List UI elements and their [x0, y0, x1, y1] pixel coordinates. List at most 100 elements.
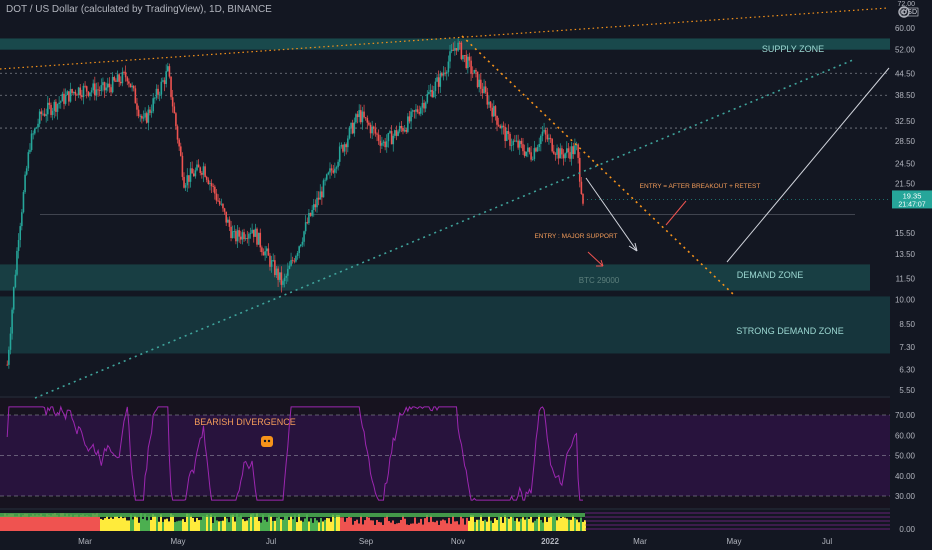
- candle-body: [89, 92, 91, 96]
- settings-gear-icon[interactable]: [896, 4, 912, 20]
- histogram-bar: [376, 519, 378, 531]
- candle-body: [280, 272, 283, 285]
- candle-body: [565, 148, 568, 154]
- histogram-bar: [344, 521, 346, 531]
- candle-body: [27, 152, 30, 169]
- candle-body: [97, 89, 99, 91]
- candle-body: [79, 87, 82, 96]
- histogram-bar: [488, 515, 490, 531]
- histogram-bar: [584, 520, 586, 531]
- candle-body: [162, 80, 164, 82]
- histogram-bar: [86, 515, 88, 531]
- candle-body: [85, 86, 88, 92]
- histogram-bar: [150, 519, 152, 531]
- candle-body: [518, 140, 521, 148]
- histogram-bar: [60, 513, 62, 531]
- histogram-bar: [294, 514, 296, 531]
- histogram-bar: [198, 520, 200, 531]
- candle-body: [407, 116, 409, 132]
- histogram-bar: [14, 516, 16, 531]
- histogram-bar: [120, 515, 122, 531]
- histogram-bar: [260, 522, 262, 531]
- histogram-bar: [0, 516, 2, 531]
- price-tick-label: 5.50: [899, 386, 915, 395]
- histogram-bar: [182, 519, 184, 531]
- entry-support-label: ENTRY : MAJOR SUPPORT: [534, 233, 617, 240]
- histogram-bar: [144, 514, 146, 531]
- histogram-bar: [286, 516, 288, 531]
- candle-body: [447, 61, 450, 73]
- candle-body: [254, 228, 257, 237]
- candle-body: [492, 106, 495, 117]
- candle-body: [53, 101, 56, 111]
- candle-body: [355, 114, 357, 123]
- candle-body: [37, 123, 39, 128]
- candle-body: [306, 222, 309, 224]
- histogram-bar: [578, 522, 580, 531]
- histogram-bar: [526, 517, 528, 531]
- candle-body: [356, 114, 359, 118]
- histogram-bar: [162, 521, 164, 531]
- candle-body: [522, 144, 524, 152]
- candle-body: [283, 277, 286, 282]
- candle-body: [358, 110, 360, 118]
- candle-body: [549, 137, 552, 139]
- histogram-bar: [238, 516, 240, 531]
- candle-body: [484, 86, 487, 93]
- histogram-bar: [492, 522, 494, 531]
- candle-body: [55, 101, 57, 112]
- histogram-bar: [242, 519, 244, 531]
- histogram-bar: [36, 514, 38, 531]
- candle-body: [119, 81, 122, 84]
- time-axis-label: Sep: [359, 537, 374, 546]
- candle-body: [343, 144, 346, 152]
- histogram-bar: [118, 518, 120, 531]
- histogram-bar: [514, 520, 516, 531]
- histogram-bar: [188, 513, 190, 531]
- histogram-bar: [300, 520, 302, 531]
- price-tick-label: 21.50: [895, 179, 916, 188]
- histogram-bar: [330, 521, 332, 531]
- histogram-bar: [252, 513, 254, 531]
- time-axis-label: May: [170, 537, 185, 546]
- candle-body: [16, 250, 18, 275]
- candle-body: [139, 115, 142, 117]
- candle-body: [154, 97, 156, 99]
- histogram-bar: [508, 518, 510, 531]
- histogram-bar: [392, 520, 394, 531]
- time-axis-label: 2022: [541, 537, 559, 546]
- candle-body: [102, 82, 104, 86]
- candle-body: [24, 174, 26, 193]
- candle-body: [184, 185, 187, 188]
- histogram-bar: [256, 513, 258, 531]
- histogram-bar: [374, 524, 376, 531]
- candle-body: [202, 166, 205, 175]
- candle-body: [553, 151, 555, 154]
- candle-body: [270, 260, 273, 267]
- rsi-line: [6, 405, 583, 501]
- candle-body: [575, 144, 578, 146]
- current-price-label: 19.35: [903, 191, 922, 200]
- price-tick-label: 10.00: [895, 295, 916, 304]
- histogram-bar: [448, 517, 450, 531]
- histogram-bar: [28, 516, 30, 531]
- candle-body: [217, 200, 219, 202]
- histogram-bar: [574, 518, 576, 531]
- histogram-bar: [562, 516, 564, 531]
- histogram-bar: [412, 523, 414, 531]
- price-tick-label: 38.50: [895, 91, 916, 100]
- candle-body: [418, 112, 420, 114]
- candle-body: [282, 281, 284, 285]
- candle-body: [257, 232, 260, 245]
- candle-body: [22, 192, 25, 213]
- histogram-bar: [580, 517, 582, 531]
- candle-body: [432, 91, 435, 97]
- price-tick-label: 11.50: [896, 274, 916, 283]
- chart-title: DOT / US Dollar (calculated by TradingVi…: [6, 4, 272, 15]
- candle-body: [397, 131, 399, 136]
- bearish-divergence-label: BEARISH DIVERGENCE: [194, 417, 296, 427]
- candle-body: [502, 125, 505, 128]
- candle-body: [431, 89, 433, 97]
- histogram-bar: [328, 518, 330, 531]
